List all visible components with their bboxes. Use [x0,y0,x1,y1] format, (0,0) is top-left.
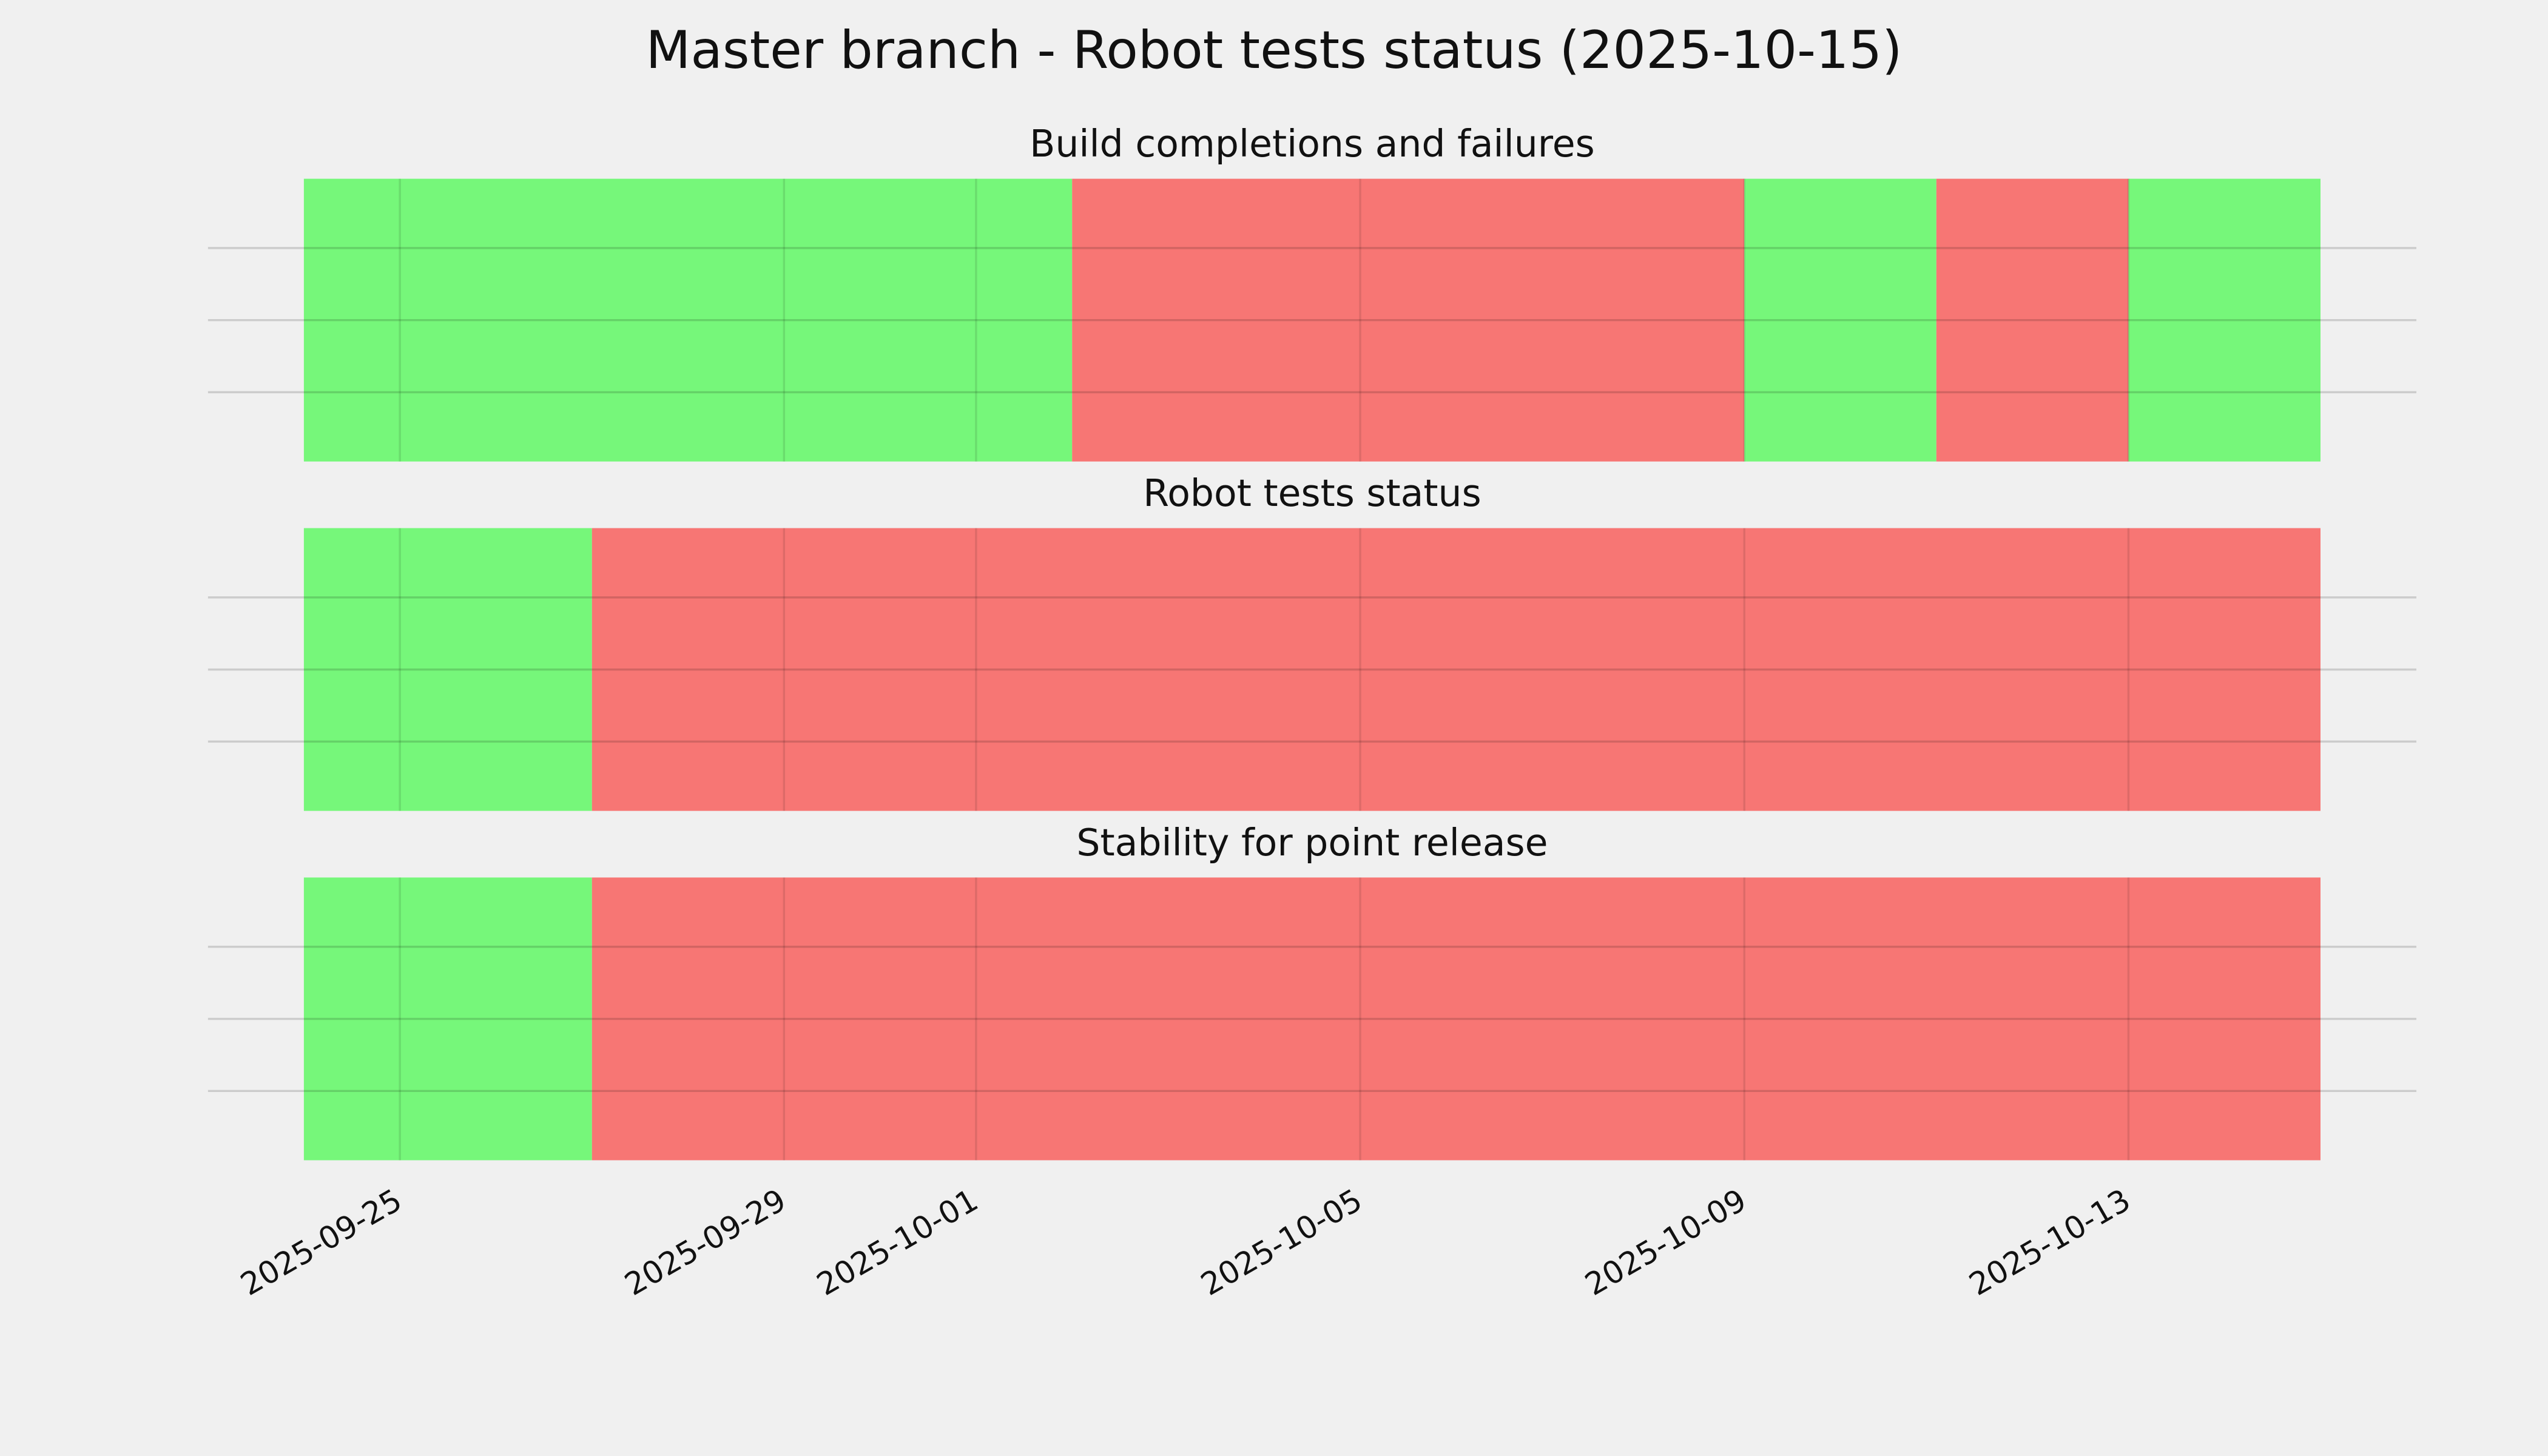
status-segment [303,178,1073,462]
status-segment [1936,178,2129,462]
status-segment [592,877,2321,1161]
status-segment [303,528,592,811]
panel-title: Robot tests status [1143,471,1481,515]
chart-title: Master branch - Robot tests status (2025… [645,20,1902,81]
panel-title: Build completions and failures [1030,122,1595,166]
status-segment [2128,178,2320,462]
status-segment [1072,178,1745,462]
status-segment [303,877,592,1161]
panel-title: Stability for point release [1076,821,1548,864]
status-segment [592,528,2321,811]
status-segment [1744,178,1936,462]
